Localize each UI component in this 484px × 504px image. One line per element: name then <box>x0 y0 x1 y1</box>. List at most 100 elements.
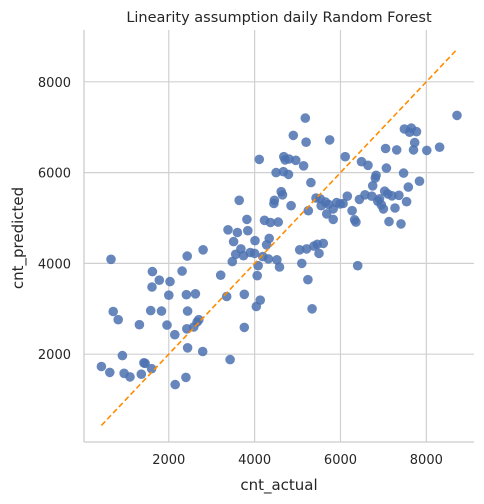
data-point <box>352 260 363 271</box>
data-point <box>363 160 373 171</box>
data-point <box>190 289 201 299</box>
data-point <box>314 248 324 259</box>
reference-line <box>100 48 458 426</box>
data-point <box>452 110 462 121</box>
data-point <box>340 151 351 162</box>
data-point <box>140 358 150 369</box>
data-point <box>338 198 348 209</box>
data-point <box>300 113 311 123</box>
data-point <box>223 225 233 235</box>
grid-lines <box>84 30 474 442</box>
data-point <box>194 314 204 325</box>
data-point <box>265 217 276 228</box>
chart-title: Linearity assumption daily Random Forest <box>126 10 432 26</box>
data-point <box>147 282 157 292</box>
data-point <box>283 169 294 180</box>
data-point <box>347 205 357 216</box>
data-point <box>255 295 265 306</box>
data-point <box>380 143 391 154</box>
x-tick-label: 2000 <box>152 453 185 468</box>
data-point <box>221 291 232 302</box>
data-point <box>328 214 339 225</box>
data-point <box>306 177 316 188</box>
data-point <box>273 217 284 227</box>
data-point <box>297 258 307 269</box>
data-point <box>387 191 397 201</box>
data-point <box>108 306 118 317</box>
data-point <box>249 248 260 259</box>
data-point <box>301 244 312 254</box>
data-point <box>394 190 404 201</box>
data-point <box>269 195 280 206</box>
data-point <box>307 304 317 314</box>
data-point <box>227 256 238 267</box>
data-point <box>324 135 335 145</box>
data-point <box>291 155 301 166</box>
data-point <box>182 251 192 261</box>
data-point <box>243 225 253 236</box>
data-point <box>182 343 193 353</box>
data-point <box>264 233 275 244</box>
data-point <box>181 289 192 300</box>
x-axis-label: cnt_actual <box>240 476 317 495</box>
data-point <box>147 266 158 277</box>
data-points <box>96 110 462 390</box>
data-point <box>411 126 422 137</box>
data-point <box>170 379 180 390</box>
data-point <box>298 161 309 171</box>
data-point <box>96 361 107 372</box>
data-point <box>254 154 265 165</box>
data-point <box>303 274 313 285</box>
data-point <box>409 137 420 148</box>
data-point <box>301 137 311 147</box>
data-point <box>117 350 128 361</box>
data-point <box>398 168 409 178</box>
data-point <box>164 290 174 301</box>
data-point <box>215 270 226 281</box>
data-point <box>181 372 191 383</box>
axes <box>83 30 474 443</box>
data-point <box>396 219 406 229</box>
data-point <box>156 306 167 316</box>
y-tick-label: 4000 <box>38 257 71 272</box>
data-point <box>250 235 260 246</box>
data-point <box>288 130 299 141</box>
data-point <box>391 145 402 155</box>
data-point <box>371 170 381 181</box>
data-point <box>277 190 288 200</box>
data-point <box>408 145 419 155</box>
data-point <box>384 216 394 227</box>
data-point <box>403 182 414 192</box>
y-axis-label: cnt_predicted <box>9 187 28 289</box>
data-point <box>401 196 412 207</box>
data-point <box>242 214 252 225</box>
data-point <box>154 275 165 286</box>
data-point <box>272 254 282 265</box>
data-point <box>162 320 172 330</box>
data-point <box>113 314 123 325</box>
data-point <box>198 245 208 255</box>
y-tick-label: 6000 <box>38 167 71 182</box>
tick-labels: 2000 4000 6000 8000 2000 4000 6000 8000 <box>38 76 443 468</box>
data-point <box>182 306 193 316</box>
data-point <box>177 266 187 276</box>
data-point <box>225 354 235 365</box>
x-tick-label: 4000 <box>238 453 271 468</box>
data-point <box>321 209 332 219</box>
data-point <box>271 167 281 178</box>
data-point <box>342 191 353 201</box>
data-point <box>125 372 135 382</box>
data-point <box>286 200 296 211</box>
data-point <box>367 181 378 191</box>
data-point <box>232 227 243 238</box>
data-point <box>422 145 432 156</box>
data-point <box>197 346 208 357</box>
data-point <box>414 176 425 186</box>
data-point <box>378 204 389 214</box>
data-point <box>145 305 156 316</box>
x-tick-label: 8000 <box>410 453 443 468</box>
x-tick-label: 6000 <box>324 453 357 468</box>
data-point <box>234 195 244 206</box>
data-point <box>390 203 400 213</box>
